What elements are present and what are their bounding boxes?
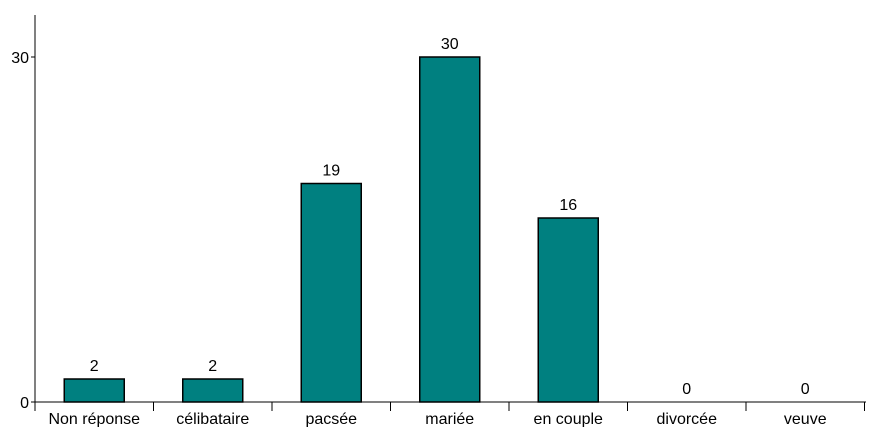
x-tick-label: pacsée (305, 411, 357, 427)
y-tick-label: 0 (20, 395, 29, 412)
data-label: 2 (90, 358, 99, 375)
bar (300, 182, 362, 403)
data-label: 2 (208, 358, 217, 375)
x-tick-label: divorcée (657, 411, 718, 427)
bar (419, 56, 481, 403)
bar (182, 378, 244, 403)
data-label: 19 (322, 163, 340, 180)
bar (537, 217, 599, 403)
chart-bars (63, 56, 599, 403)
x-tick-label: en couple (534, 411, 603, 427)
data-label: 30 (441, 36, 459, 53)
chart-labels: 0 30 2 Non réponse 2 célibataire 19 pacsée 30 mar… (11, 36, 826, 427)
data-label: 0 (682, 381, 691, 398)
data-label: 0 (801, 381, 810, 398)
x-tick-label: Non réponse (48, 411, 140, 427)
x-tick-label: veuve (784, 411, 827, 427)
x-tick-label: célibataire (176, 411, 249, 427)
bar (63, 378, 125, 403)
y-tick-label: 30 (11, 50, 29, 67)
data-label: 16 (559, 197, 577, 214)
x-tick-label: mariée (425, 411, 474, 427)
